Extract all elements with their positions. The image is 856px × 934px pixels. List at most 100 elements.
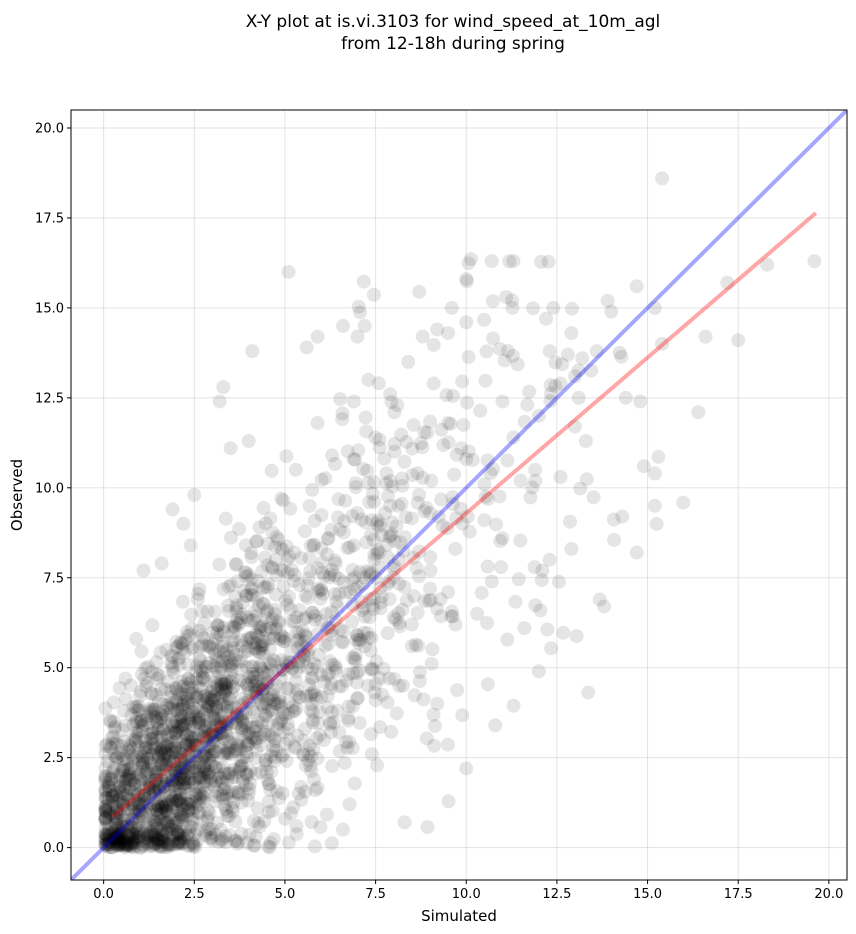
data-point [170,825,185,840]
data-point [145,687,160,702]
data-point [281,721,296,736]
data-point [330,600,345,615]
data-point [397,579,412,594]
data-point [408,637,423,652]
data-point [134,714,149,729]
data-point [279,539,294,554]
y-tick-label: 7.5 [43,571,64,586]
data-point [98,820,113,835]
data-point [214,833,229,848]
data-point [353,632,368,647]
data-point [165,718,180,733]
data-point [359,424,374,439]
data-point [152,833,167,848]
data-point [505,300,520,315]
data-point [126,751,141,766]
data-point [117,840,132,855]
data-point [98,803,113,818]
data-point [531,408,546,423]
data-point [151,832,166,847]
data-point [426,376,441,391]
data-point [380,577,395,592]
data-point [243,631,258,646]
data-point [163,701,178,716]
data-point [133,684,148,699]
data-point [261,805,276,820]
data-point [296,747,311,762]
data-point [508,594,523,609]
data-point [166,762,181,777]
data-point [244,580,259,595]
data-point [257,707,272,722]
data-point [345,562,360,577]
data-point [164,648,179,663]
data-point [105,789,120,804]
data-point [252,681,267,696]
data-point [174,809,189,824]
data-point [571,390,586,405]
data-point [151,835,166,850]
data-point [205,753,220,768]
data-point [174,767,189,782]
data-point [221,604,236,619]
data-point [110,750,125,765]
data-point [387,671,402,686]
data-point [445,497,460,512]
data-point [207,689,222,704]
data-point [104,772,119,787]
data-point [347,651,362,666]
data-point [168,762,183,777]
grid-lines [71,110,847,880]
data-point [188,788,203,803]
data-point [148,762,163,777]
data-point [166,754,181,769]
data-point [427,718,442,733]
data-point [281,835,296,850]
data-point [525,480,540,495]
data-point [306,772,321,787]
data-point [413,436,428,451]
data-point [294,551,309,566]
data-point [148,772,163,787]
data-point [134,772,149,787]
data-point [164,837,179,852]
data-point [234,758,249,773]
data-point [197,785,212,800]
data-point [250,689,265,704]
data-point [142,780,157,795]
data-point [422,581,437,596]
data-point [441,326,456,341]
data-point [144,827,159,842]
data-point [206,724,221,739]
data-point [366,287,381,302]
data-point [359,564,374,579]
data-point [147,798,162,813]
data-point [219,787,234,802]
data-point [303,564,318,579]
data-point [114,739,129,754]
data-point [160,757,175,772]
data-point [136,818,151,833]
data-point [297,524,312,539]
data-point [173,807,188,822]
data-point [338,493,353,508]
data-point [273,694,288,709]
data-point [265,803,280,818]
data-point [361,372,376,387]
data-point [119,794,134,809]
data-point [110,838,125,853]
data-point [196,729,211,744]
data-point [219,673,234,688]
data-point [163,690,178,705]
data-point [118,788,133,803]
data-point [131,731,146,746]
data-point [336,525,351,540]
data-point [126,717,141,732]
data-point [265,742,280,757]
data-point [161,837,176,852]
data-point [209,702,224,717]
data-point [360,626,375,641]
data-point [174,635,189,650]
data-point [109,830,124,845]
data-point [217,676,232,691]
